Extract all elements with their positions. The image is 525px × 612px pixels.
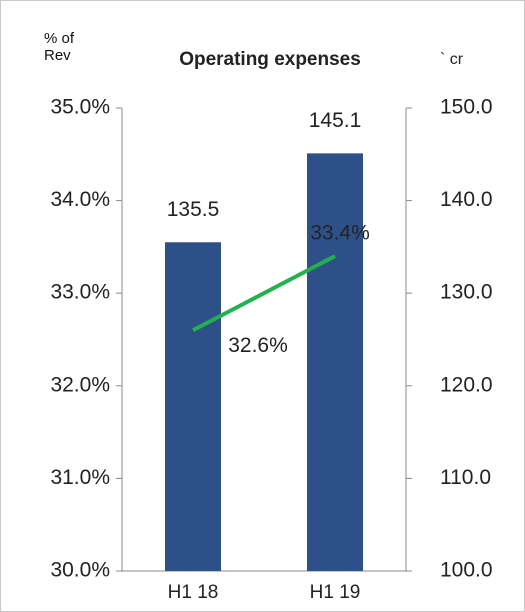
x-tick-label: H1 19: [310, 582, 361, 603]
bar-value-label: 135.5: [167, 198, 220, 221]
y-tick-label: 32.0%: [50, 373, 110, 396]
bar: [307, 153, 363, 571]
y-tick-label: 31.0%: [50, 466, 110, 489]
y2-tick-label: 110.0: [440, 466, 491, 489]
y2-tick-label: 150.0: [440, 96, 493, 119]
line-value-label: 32.6%: [228, 334, 288, 357]
chart-title: Operating expenses: [179, 49, 361, 70]
y-tick-label: 34.0%: [50, 188, 110, 211]
bar-value-label: 145.1: [309, 109, 362, 132]
y-tick-label: 30.0%: [50, 559, 110, 582]
y-tick-label: 35.0%: [50, 96, 110, 119]
line: [192, 254, 336, 333]
y2-axis-label: ` cr: [440, 51, 464, 68]
y-tick-label: 33.0%: [50, 281, 110, 304]
y-axis-label: % of Rev: [44, 30, 75, 64]
bar: [165, 242, 221, 571]
y2-tick-label: 130.0: [440, 281, 493, 304]
x-tick-label: H1 18: [168, 582, 219, 603]
y2-tick-label: 140.0: [440, 188, 493, 211]
line-value-label: 33.4%: [310, 222, 370, 245]
y2-tick-label: 120.0: [440, 373, 493, 396]
y2-tick-label: 100.0: [440, 559, 493, 582]
